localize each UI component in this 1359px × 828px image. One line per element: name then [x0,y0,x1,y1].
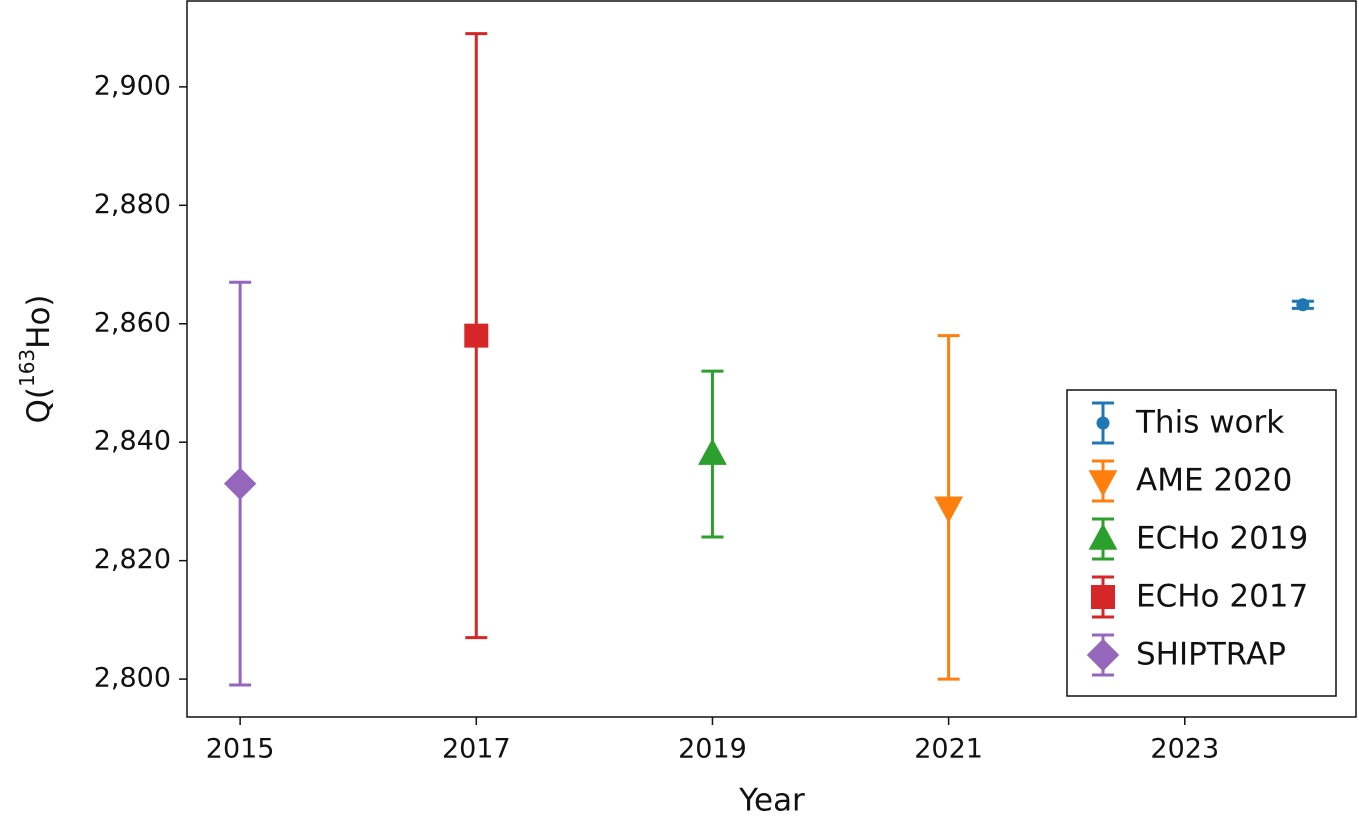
legend-marker [1088,470,1118,497]
y-tick-label: 2,880 [94,189,171,220]
x-tick-label: 2019 [678,734,747,765]
legend-marker [1096,416,1110,430]
legend-label: This work [1135,405,1284,441]
x-tick-label: 2015 [206,734,275,765]
legend-label: AME 2020 [1136,463,1292,499]
y-tick-label: 2,860 [94,307,171,338]
legend-marker [1088,523,1118,550]
y-label-text: Q( [21,387,57,424]
plot-frame [186,0,1357,718]
x-tick-label: 2021 [914,734,983,765]
y-tick-label: 2,900 [94,70,171,101]
x-tick-label: 2023 [1150,734,1219,765]
marker [1296,298,1310,312]
y-tick-label: 2,840 [94,426,171,457]
x-axis-label: Year [738,783,805,819]
y-tick-label: 2,800 [94,663,171,694]
x-tick-label: 2017 [442,734,511,765]
legend-label: SHIPTRAP [1136,637,1286,673]
legend-box [1066,389,1337,697]
marker [464,323,489,348]
marker [934,496,964,523]
marker [698,438,727,465]
y-axis-label: Q(163Ho) [15,294,57,423]
y-label-superscript: 163 [15,349,39,387]
legend-marker [1091,585,1115,609]
marker [223,467,257,500]
legend-label: ECHo 2017 [1136,579,1308,615]
legend-label: ECHo 2019 [1136,521,1308,557]
legend-marker [1086,638,1120,672]
y-tick-label: 2,820 [94,544,171,575]
y-label-rest: Ho) [21,294,57,348]
